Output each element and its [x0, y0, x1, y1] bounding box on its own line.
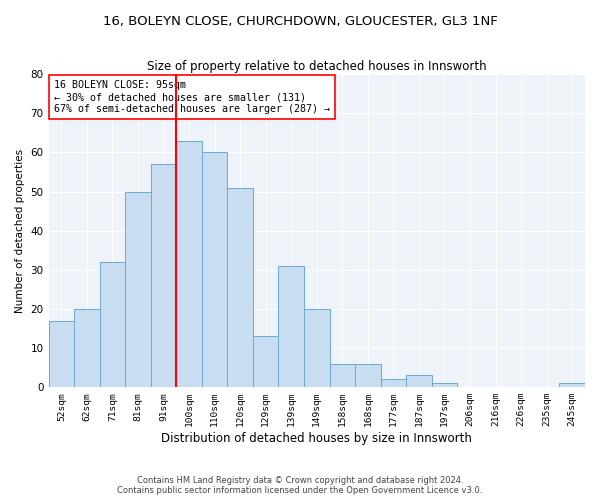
Bar — [125, 192, 151, 387]
Bar — [74, 309, 100, 387]
Bar — [151, 164, 176, 387]
Bar — [227, 188, 253, 387]
Text: Contains HM Land Registry data © Crown copyright and database right 2024.
Contai: Contains HM Land Registry data © Crown c… — [118, 476, 482, 495]
Bar — [100, 262, 125, 387]
Y-axis label: Number of detached properties: Number of detached properties — [15, 148, 25, 312]
Bar — [49, 320, 74, 387]
Bar — [559, 383, 585, 387]
Bar — [380, 380, 406, 387]
Text: 16, BOLEYN CLOSE, CHURCHDOWN, GLOUCESTER, GL3 1NF: 16, BOLEYN CLOSE, CHURCHDOWN, GLOUCESTER… — [103, 15, 497, 28]
Bar — [253, 336, 278, 387]
Text: 16 BOLEYN CLOSE: 95sqm
← 30% of detached houses are smaller (131)
67% of semi-de: 16 BOLEYN CLOSE: 95sqm ← 30% of detached… — [54, 80, 330, 114]
Title: Size of property relative to detached houses in Innsworth: Size of property relative to detached ho… — [147, 60, 487, 73]
Bar — [202, 152, 227, 387]
Bar — [329, 364, 355, 387]
Bar — [406, 376, 432, 387]
Bar — [176, 140, 202, 387]
Bar — [304, 309, 329, 387]
Bar — [355, 364, 380, 387]
Bar — [278, 266, 304, 387]
Bar — [432, 383, 457, 387]
X-axis label: Distribution of detached houses by size in Innsworth: Distribution of detached houses by size … — [161, 432, 472, 445]
